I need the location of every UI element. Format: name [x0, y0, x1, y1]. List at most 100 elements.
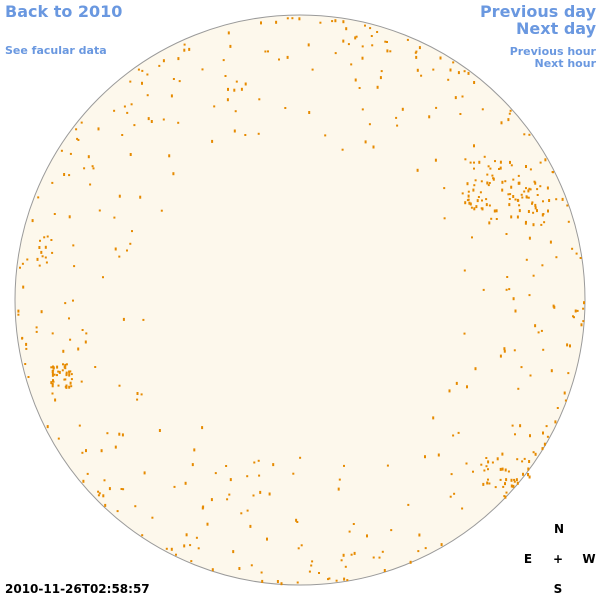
facula	[508, 112, 511, 115]
facula	[494, 160, 496, 163]
facula	[70, 373, 73, 376]
facula	[141, 534, 144, 537]
facula	[361, 108, 364, 111]
facula	[579, 257, 582, 259]
facula	[490, 217, 493, 220]
facula	[238, 567, 241, 570]
facula	[51, 181, 54, 184]
facula	[57, 384, 60, 387]
facula	[504, 482, 506, 486]
facula	[346, 579, 349, 582]
facula	[201, 426, 204, 430]
facula	[432, 68, 435, 71]
facula	[378, 556, 381, 559]
facula	[268, 492, 271, 496]
facula	[541, 447, 544, 451]
facula	[414, 51, 417, 54]
facula	[232, 550, 235, 554]
facula	[69, 370, 72, 373]
facula	[504, 468, 507, 472]
facular-link[interactable]: See facular data	[5, 44, 107, 57]
facula	[69, 381, 72, 385]
facula	[474, 367, 477, 371]
facula	[162, 118, 165, 121]
facula	[353, 551, 356, 555]
facula	[311, 560, 314, 563]
facula	[118, 432, 121, 436]
facula	[383, 569, 386, 572]
back-link[interactable]: Back to 2010	[5, 2, 123, 21]
facula	[516, 215, 519, 219]
facula	[328, 577, 331, 580]
facula	[369, 27, 372, 30]
facula	[331, 20, 334, 23]
facula	[488, 482, 491, 485]
facula	[417, 550, 420, 553]
facula	[191, 463, 194, 467]
next-hour-link[interactable]: Next hour	[534, 57, 597, 70]
facula	[508, 198, 511, 200]
facula	[68, 370, 71, 374]
facula	[246, 509, 249, 512]
facula	[516, 481, 519, 485]
facula	[492, 177, 495, 180]
facula	[499, 160, 502, 164]
facula	[122, 488, 125, 491]
facula	[525, 165, 527, 168]
facula	[17, 313, 20, 316]
facula	[65, 363, 68, 366]
facula	[53, 373, 56, 376]
facula	[364, 24, 366, 27]
facula	[177, 121, 180, 124]
next-day-link[interactable]: Next day	[516, 19, 596, 38]
facula	[550, 369, 553, 373]
facula	[355, 35, 358, 38]
facula	[499, 467, 502, 471]
facula	[40, 250, 43, 254]
facula	[108, 487, 111, 491]
facula	[368, 123, 371, 126]
facula	[487, 184, 490, 187]
facula	[508, 203, 511, 207]
facula	[92, 167, 95, 170]
facula	[450, 473, 453, 476]
facula	[165, 547, 168, 550]
facula	[308, 111, 311, 114]
facula	[482, 288, 485, 291]
facula	[337, 487, 340, 491]
facula	[21, 336, 24, 339]
facula	[296, 581, 299, 584]
facula	[499, 166, 502, 170]
facula	[158, 64, 161, 67]
facula	[85, 449, 87, 453]
facula	[491, 461, 494, 464]
facula	[319, 21, 322, 24]
facula	[528, 133, 531, 136]
facula	[527, 210, 530, 213]
previous-day-link[interactable]: Previous day	[479, 2, 596, 21]
facula	[545, 425, 548, 428]
facula	[19, 266, 21, 269]
facula	[253, 461, 256, 464]
facula	[89, 183, 92, 186]
facula	[443, 187, 446, 190]
facula	[134, 505, 137, 508]
facula	[75, 128, 78, 131]
previous-hour-link[interactable]: Previous hour	[509, 45, 596, 58]
facula	[539, 161, 542, 164]
facula	[120, 488, 123, 490]
facula	[141, 69, 144, 72]
facula	[536, 188, 539, 191]
solar-disk	[14, 14, 586, 586]
facula	[72, 299, 74, 302]
facula	[512, 297, 515, 301]
facula	[260, 21, 262, 25]
faculae	[17, 17, 585, 586]
facula	[464, 158, 467, 161]
facula	[102, 276, 104, 279]
facula	[150, 120, 153, 123]
facula	[275, 20, 278, 24]
facula	[343, 577, 346, 581]
facula	[140, 393, 143, 396]
facula	[173, 485, 176, 488]
